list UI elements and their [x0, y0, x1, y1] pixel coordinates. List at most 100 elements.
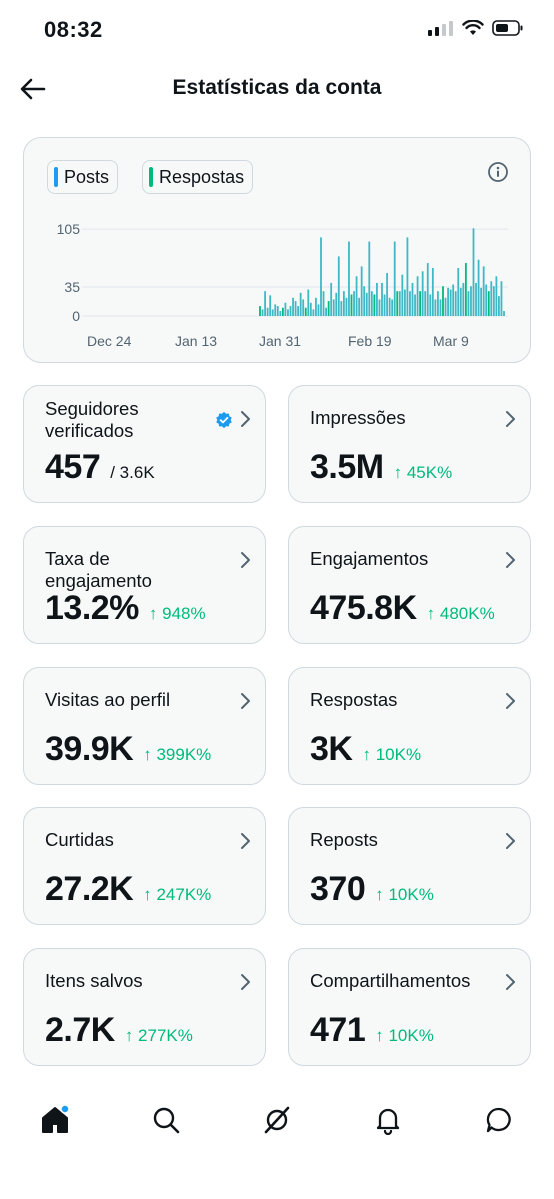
chart-bar [365, 292, 368, 316]
legend-posts[interactable]: Posts [47, 160, 119, 194]
chart-bar [259, 306, 261, 316]
tab-notifications[interactable] [332, 1085, 443, 1155]
chart-bar [317, 304, 320, 316]
stat-card[interactable]: Engajamentos 475.8K ↑ 480K% [288, 526, 531, 644]
y-tick-label: 0 [72, 308, 80, 324]
chart-bar [289, 306, 292, 316]
chart-bar [353, 291, 355, 316]
chart-bar [386, 272, 388, 316]
chart-bar [327, 301, 330, 316]
chart-bar [434, 299, 437, 316]
tab-search[interactable] [111, 1085, 222, 1155]
stat-change: ↑ 10K% [375, 885, 434, 904]
stat-value: 27.2K [45, 870, 134, 908]
stat-change: ↑ 10K% [362, 745, 422, 764]
stat-change: ↑ 45K% [393, 463, 453, 482]
y-tick-label: 105 [57, 221, 81, 237]
chart-bar [266, 307, 269, 316]
stat-value: 39.9K [45, 730, 134, 768]
legend-replies-label: Respostas [159, 166, 245, 187]
replies-swatch [149, 167, 154, 187]
legend-replies[interactable]: Respostas [142, 160, 254, 194]
chart-bar [281, 307, 284, 316]
stat-card[interactable]: Taxa de engajamento 13.2% ↑ 948% [23, 526, 266, 644]
chart-bar [370, 291, 373, 316]
stat-change: ↑ 399K% [143, 745, 212, 764]
tab-grok[interactable] [222, 1085, 333, 1155]
tab-messages[interactable] [443, 1085, 554, 1155]
stat-label: Engajamentos [310, 548, 429, 569]
chart-bar [419, 291, 422, 316]
stat-value-row: 471 ↑ 10K% [310, 1011, 434, 1050]
stat-card[interactable]: Respostas 3K ↑ 10K% [288, 667, 531, 785]
chart-bar [378, 299, 381, 316]
chart-bar [299, 292, 302, 316]
x-tick-label: Jan 13 [175, 333, 217, 349]
chart-bar [287, 309, 289, 316]
chevron-right-icon [241, 833, 250, 849]
chart-bar [342, 291, 345, 316]
chart-bar [444, 297, 447, 316]
messages-icon [486, 1107, 511, 1133]
chart-bar [393, 241, 396, 316]
chart-bar [416, 276, 419, 316]
chart-bar [426, 263, 429, 316]
chart-bar [373, 294, 376, 316]
chart-bar [322, 291, 325, 316]
chart-bar [297, 306, 300, 316]
chart-bar [442, 286, 444, 316]
stat-label: Taxa de engajamento [45, 548, 152, 591]
chart-bar [340, 301, 343, 316]
info-icon[interactable] [486, 160, 510, 184]
chart-bar [276, 306, 279, 316]
chart-bar [261, 309, 264, 316]
chart-bar [381, 282, 383, 316]
chart-bar [467, 291, 470, 316]
chart-bar [292, 297, 294, 316]
grok-icon [264, 1106, 290, 1134]
stat-card[interactable]: Impressões 3.5M ↑ 45K% [288, 385, 531, 503]
stat-card[interactable]: Visitas ao perfil 39.9K ↑ 399K% [23, 667, 266, 785]
back-button[interactable] [18, 74, 48, 104]
chart-bar [475, 282, 477, 316]
stat-card[interactable]: Compartilhamentos 471 ↑ 10K% [288, 948, 531, 1066]
chart-bar [470, 286, 472, 316]
stat-value: 2.7K [45, 1011, 115, 1049]
stat-change: ↑ 948% [148, 604, 206, 623]
stat-value-row: 457 / 3.6K [45, 448, 155, 487]
chart-bar [325, 307, 327, 316]
chart-bar [271, 309, 274, 316]
tab-home[interactable] [0, 1085, 111, 1155]
chart-bar [350, 294, 353, 316]
chart-bar [406, 237, 409, 316]
chart-bar [337, 256, 340, 316]
stat-change: ↑ 277K% [124, 1026, 193, 1045]
stat-total: / 3.6K [110, 463, 155, 482]
stat-card[interactable]: Seguidores verificados 457 / 3.6K [23, 385, 266, 503]
signal-icon [428, 21, 453, 36]
stat-value-row: 13.2% ↑ 948% [45, 589, 206, 628]
chevron-right-icon [506, 552, 515, 568]
stat-card[interactable]: Curtidas 27.2K ↑ 247K% [23, 807, 266, 925]
battery-icon [492, 20, 523, 36]
bell-icon [376, 1108, 399, 1135]
stat-change: ↑ 247K% [143, 885, 212, 904]
chart-bar [401, 274, 404, 316]
home-icon [42, 1104, 71, 1133]
chart-bar [355, 276, 358, 316]
stat-label: Reposts [310, 829, 378, 850]
chart-bar [500, 281, 503, 316]
chart-bar [360, 266, 363, 316]
chart-bar [345, 297, 348, 316]
stat-card[interactable]: Reposts 370 ↑ 10K% [288, 807, 531, 925]
stat-value: 13.2% [45, 589, 139, 627]
chart-bar [431, 268, 434, 316]
stat-value: 471 [310, 1011, 366, 1049]
chart-bar [454, 291, 457, 316]
chart-bar [459, 287, 462, 316]
stat-card[interactable]: Itens salvos 2.7K ↑ 277K% [23, 948, 266, 1066]
chevron-right-icon [506, 693, 515, 709]
chart-bar [424, 291, 427, 316]
stat-value-row: 3K ↑ 10K% [310, 730, 421, 769]
chart-bar [462, 282, 465, 316]
